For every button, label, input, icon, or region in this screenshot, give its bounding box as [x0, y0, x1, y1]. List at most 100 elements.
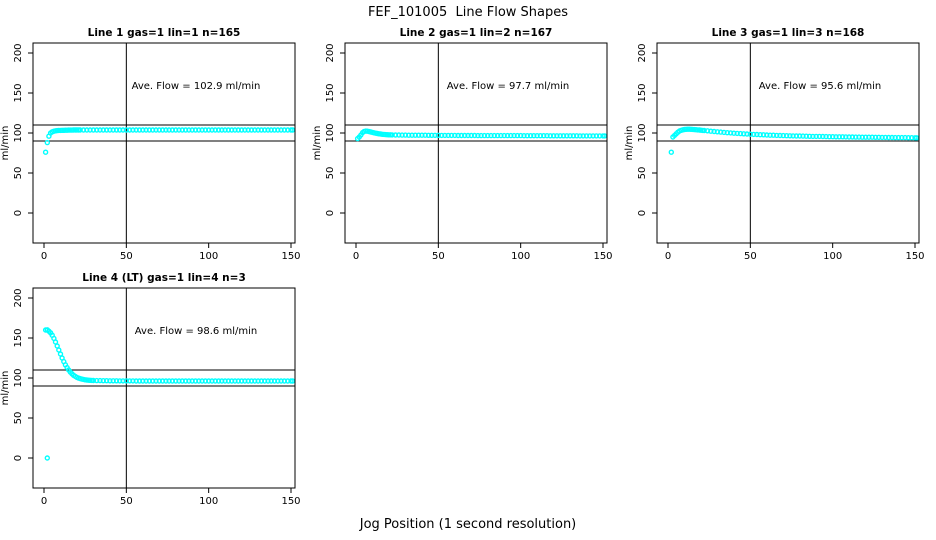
data-point — [278, 127, 284, 133]
plot-box — [344, 42, 608, 244]
y-tick-label: 100 — [13, 368, 24, 387]
panel-3: Line 3 gas=1 lin=3 n=168 0 50 100 150 0 50 100 1… — [624, 25, 936, 275]
data-point — [839, 134, 846, 140]
data-point — [461, 132, 468, 139]
panel-2: Line 2 gas=1 lin=2 n=167 0 50 100 150 0 50 100 1… — [312, 25, 624, 275]
data-point — [527, 132, 534, 139]
y-tick-label: 50 — [325, 167, 336, 180]
data-point — [215, 127, 222, 133]
ave-flow-label: Ave. Flow = 95.6 ml/min — [759, 81, 881, 92]
y-tick-label: 0 — [637, 210, 648, 216]
data-point — [892, 134, 898, 141]
y-tick-label: 0 — [13, 455, 24, 461]
plot-box — [32, 287, 296, 489]
data-point — [484, 132, 491, 139]
y-tick-label: 150 — [637, 83, 648, 102]
data-point — [537, 132, 544, 139]
data-point — [583, 133, 590, 139]
x-tick-label: 0 — [665, 251, 671, 262]
panel-4: Line 4 (LT) gas=1 lin=4 n=3 0 50 100 150 0 50 1… — [0, 270, 312, 520]
x-tick-label: 100 — [199, 496, 218, 507]
x-tick-label: 0 — [41, 496, 47, 507]
data-point — [143, 127, 149, 133]
data-point — [100, 127, 107, 133]
y-tick-label: 100 — [637, 123, 648, 142]
data-point — [163, 378, 169, 384]
y-tick-label: 150 — [13, 328, 24, 347]
data-point — [405, 132, 412, 138]
data-point — [540, 132, 547, 139]
y-axis-label: ml/min — [312, 126, 323, 161]
ave-flow-label: Ave. Flow = 102.9 ml/min — [132, 81, 261, 92]
data-point — [428, 132, 435, 139]
panel-title: Line 4 (LT) gas=1 lin=4 n=3 — [82, 272, 246, 284]
ave-flow-label: Ave. Flow = 98.6 ml/min — [135, 326, 257, 337]
data-point — [113, 127, 120, 133]
data-point — [597, 133, 603, 139]
data-point — [143, 378, 149, 384]
panel-plot-2: Line 2 gas=1 lin=2 n=167 0 50 100 150 0 50 100 1… — [312, 27, 613, 262]
x-axis-title: Jog Position (1 second resolution) — [359, 517, 577, 532]
data-point — [455, 132, 461, 139]
data-point — [268, 378, 274, 384]
data-point — [399, 132, 405, 138]
data-point — [262, 127, 268, 133]
data-point — [494, 132, 501, 139]
x-tick-label: 150 — [281, 251, 300, 262]
data-point — [107, 378, 113, 384]
data-point — [255, 378, 261, 384]
y-tick-label: 200 — [13, 288, 24, 307]
data-point — [271, 127, 278, 133]
y-axis-label: ml/min — [0, 126, 11, 161]
data-point — [44, 139, 50, 146]
panel-plot-4: Line 4 (LT) gas=1 lin=4 n=3 0 50 100 150 0 50 1… — [0, 272, 301, 507]
panel-title: Line 2 gas=1 lin=2 n=167 — [400, 27, 553, 39]
data-point — [255, 127, 261, 133]
plot-box — [656, 42, 920, 244]
data-point — [501, 132, 507, 139]
data-point — [278, 378, 284, 384]
panel-plot-1: Line 1 gas=1 lin=1 n=165 0 50 100 150 0 50 100 1… — [0, 27, 301, 262]
y-tick-label: 200 — [325, 43, 336, 62]
data-point — [577, 133, 583, 139]
figure-title: FEF_101005 Line Flow Shapes — [367, 5, 569, 20]
data-point — [262, 378, 268, 384]
data-point — [570, 133, 577, 139]
data-point — [557, 133, 563, 139]
x-tick-label: 150 — [905, 251, 924, 262]
data-point — [238, 127, 245, 133]
data-point — [813, 133, 819, 140]
data-point — [222, 378, 228, 384]
data-point — [126, 378, 133, 384]
data-point — [90, 127, 97, 133]
y-tick-label: 0 — [325, 210, 336, 216]
data-point — [126, 127, 133, 133]
x-tick-label: 150 — [593, 251, 612, 262]
data-point — [163, 127, 169, 133]
panel-1: Line 1 gas=1 lin=1 n=165 0 50 100 150 0 50 100 1… — [0, 25, 312, 275]
data-point — [44, 455, 50, 461]
data-point — [265, 378, 271, 384]
x-tick-label: 50 — [120, 496, 133, 507]
data-point — [554, 133, 560, 139]
plot-box — [32, 42, 296, 244]
data-point — [107, 127, 113, 133]
data-point — [238, 378, 245, 384]
y-tick-label: 0 — [13, 210, 24, 216]
data-point — [84, 127, 90, 133]
data-point — [215, 378, 222, 384]
ave-flow-label: Ave. Flow = 97.7 ml/min — [447, 81, 569, 92]
data-point — [826, 133, 833, 140]
x-tick-label: 50 — [432, 251, 445, 262]
data-point — [415, 132, 422, 138]
data-point — [199, 127, 205, 133]
data-point — [886, 134, 892, 141]
data-point — [810, 133, 816, 140]
x-tick-label: 100 — [511, 251, 530, 262]
data-point — [100, 377, 107, 384]
y-axis-label: ml/min — [0, 371, 11, 406]
y-tick-label: 50 — [13, 412, 24, 425]
x-tick-label: 150 — [281, 496, 300, 507]
data-point — [475, 132, 481, 139]
